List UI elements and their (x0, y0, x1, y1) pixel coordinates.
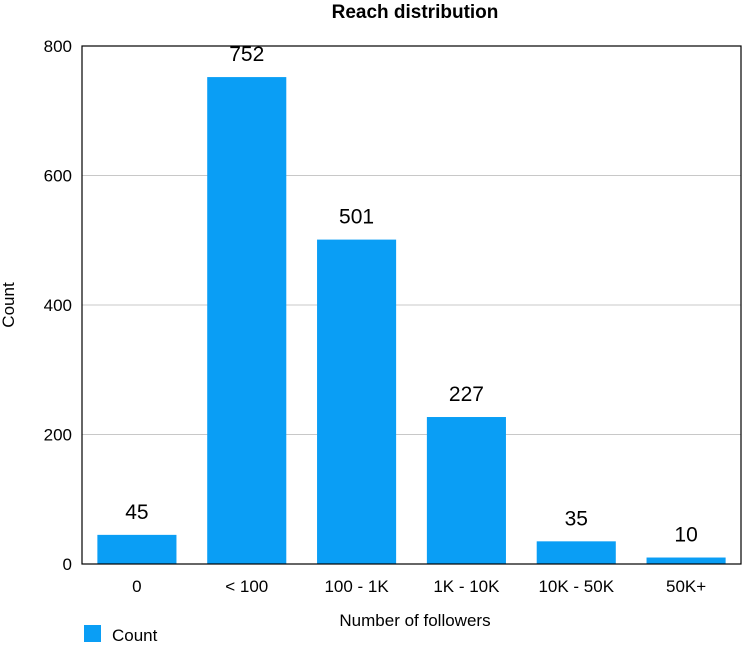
x-tick-labels: 0 < 100 100 - 1K 1K - 10K 10K - 50K 50K+ (132, 577, 706, 596)
bar-value-label: 10 (674, 524, 697, 547)
bar-value-label: 752 (229, 43, 264, 66)
chart-title: Reach distribution (332, 2, 499, 23)
y-tick-label: 200 (44, 426, 72, 445)
bar (536, 541, 616, 564)
bar-value-label: 45 (125, 501, 148, 524)
y-tick-label: 600 (44, 167, 72, 186)
bar (207, 77, 287, 564)
x-tick-label: 100 - 1K (324, 577, 389, 596)
bars (97, 77, 726, 565)
bar (426, 417, 506, 564)
x-tick-label: 0 (132, 577, 141, 596)
y-tick-labels: 0 200 400 600 800 (44, 37, 72, 574)
x-tick-label: 10K - 50K (538, 577, 614, 596)
legend: Count (84, 625, 158, 645)
x-tick-label: 50K+ (666, 577, 706, 596)
bar (97, 534, 177, 564)
bar-value-label: 501 (339, 206, 374, 229)
bar (317, 239, 397, 565)
legend-label: Count (112, 626, 158, 645)
y-tick-label: 0 (63, 555, 72, 574)
y-axis-label: Count (0, 282, 18, 328)
y-tick-label: 800 (44, 37, 72, 56)
y-tick-label: 400 (44, 296, 72, 315)
data-labels: 45 752 501 227 35 10 (125, 43, 698, 546)
bar (646, 557, 726, 564)
legend-swatch (84, 625, 101, 642)
bar-value-label: 35 (565, 507, 588, 530)
gridlines (82, 175, 741, 435)
x-tick-label: 1K - 10K (433, 577, 500, 596)
bar-value-label: 227 (449, 383, 484, 406)
plot-frame (81, 45, 742, 565)
x-tick-label: < 100 (225, 577, 268, 596)
x-axis-label: Number of followers (339, 611, 490, 630)
